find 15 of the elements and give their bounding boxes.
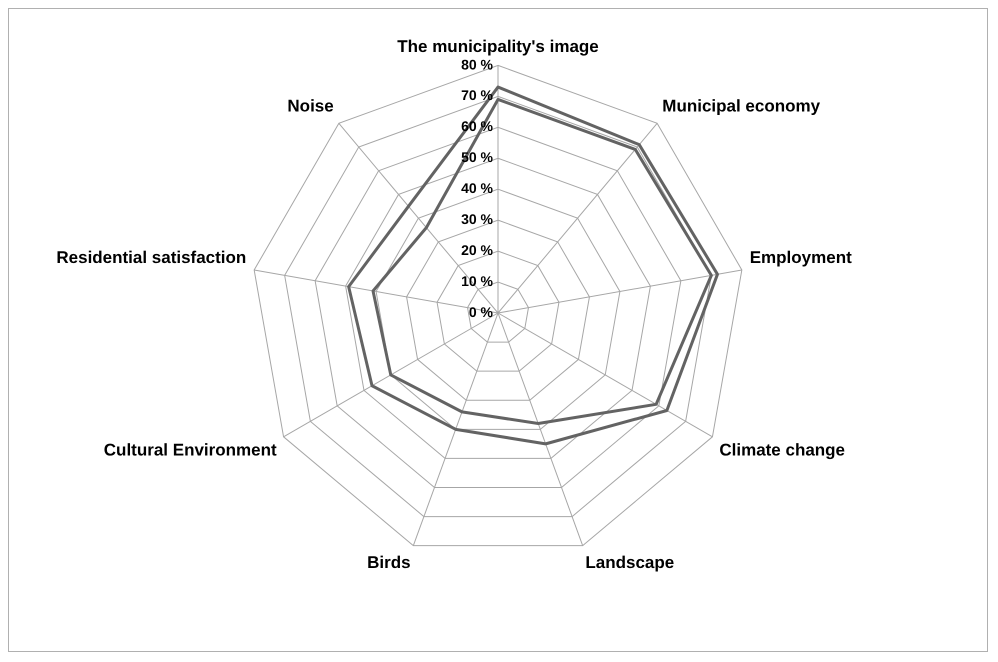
- spoke-label: Birds: [367, 553, 411, 572]
- spoke-label: Employment: [750, 248, 852, 268]
- y-tick-label: 30 %: [461, 211, 494, 228]
- spoke-label: Residential satisfaction: [56, 248, 246, 268]
- spoke-label: Municipal economy: [662, 96, 821, 116]
- y-tick-label: 20 %: [461, 242, 494, 258]
- y-tick-label: 10 %: [461, 272, 494, 289]
- spoke-label: Climate change: [719, 440, 846, 460]
- y-tick-label: 40 %: [461, 180, 494, 196]
- spoke-label: The municipality's image: [397, 36, 599, 56]
- spoke-label: Cultural Environment: [104, 440, 277, 460]
- y-tick-label: 0 %: [468, 304, 494, 320]
- spoke-label: Noise: [287, 96, 334, 116]
- y-tick-label: 80 %: [461, 56, 494, 72]
- spoke-label: Landscape: [585, 553, 674, 572]
